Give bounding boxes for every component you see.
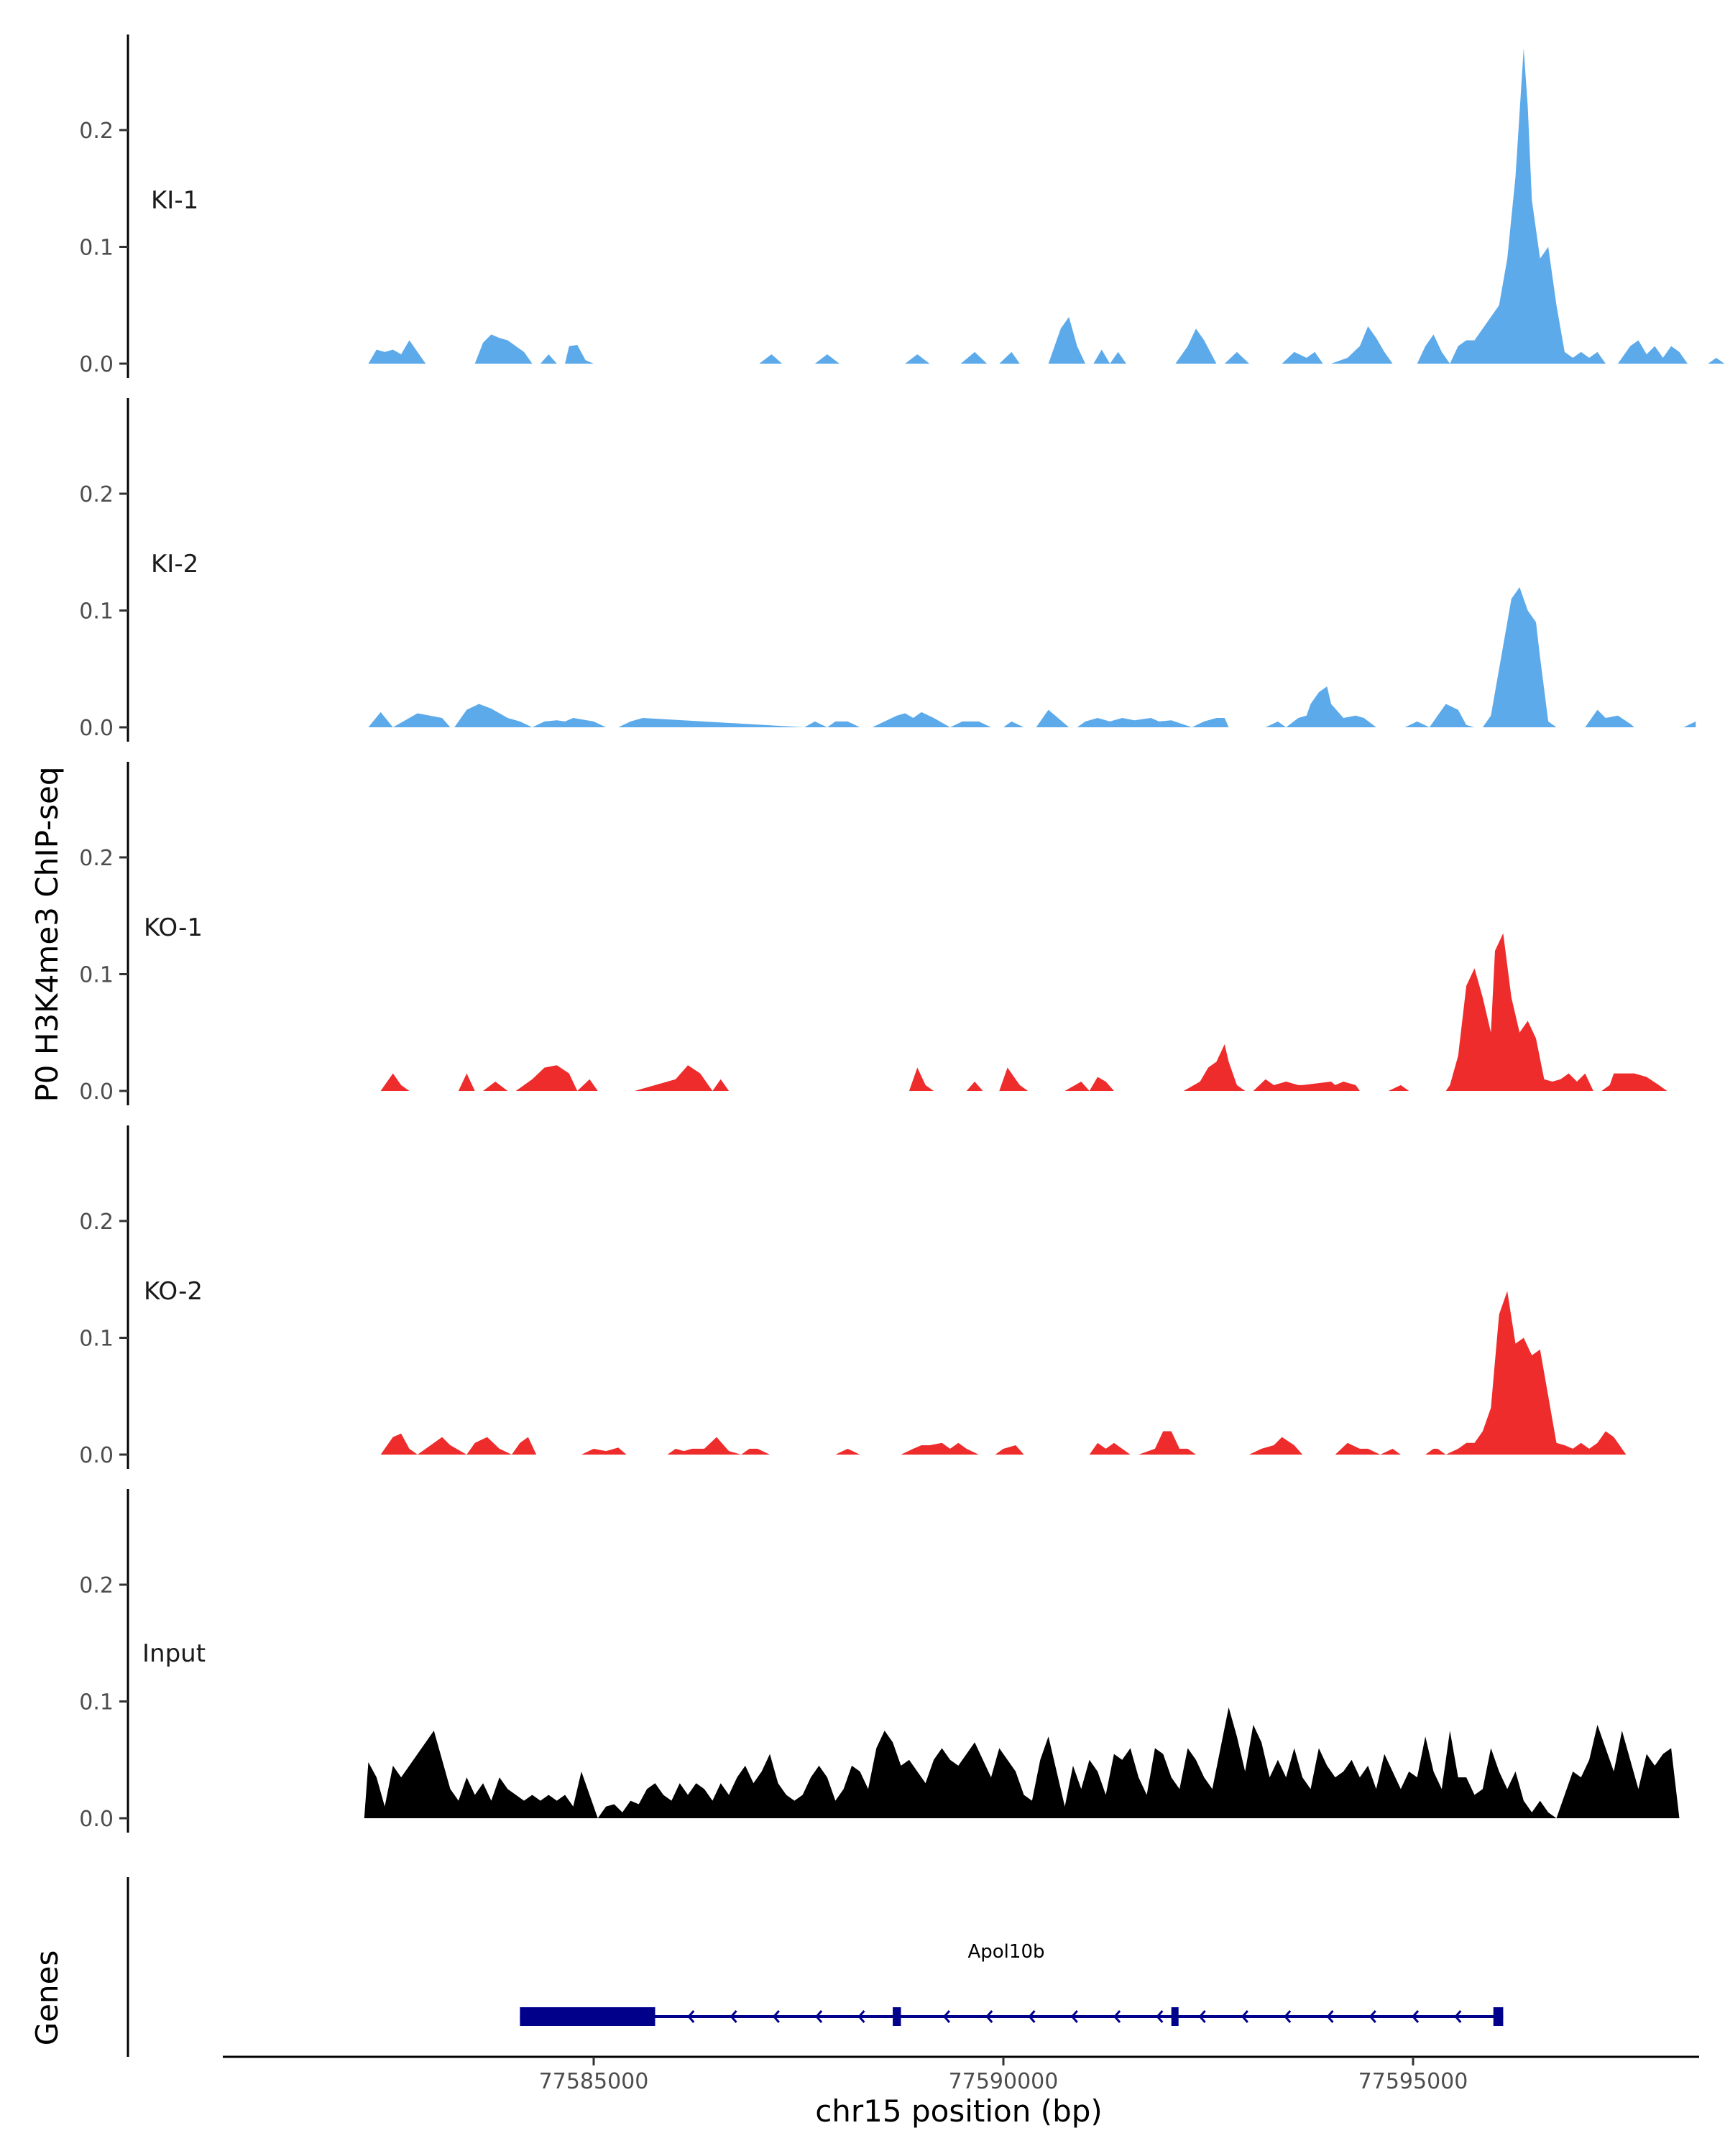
strand-arrow (857, 2010, 865, 2023)
strand-arrow (1070, 2010, 1078, 2023)
y-tick-label: 0.0 (79, 352, 114, 377)
y-tick-label: 0.0 (79, 1079, 114, 1105)
y-tick-label: 0.0 (79, 1807, 114, 1832)
signal-area-input (364, 1707, 1680, 1818)
strand-arrow (985, 2010, 993, 2023)
track-input: 0.0 0.1 0.2 Input (79, 1489, 1680, 1833)
track-label-input: Input (142, 1639, 206, 1668)
y-tick-label: 0.2 (79, 1210, 114, 1235)
tracks-layer: 0.00.10.2KI-10.00.10.2KI-20.00.10.2KO-10… (79, 34, 1725, 1833)
x-axis: 77585000 77590000 77595000 (223, 2055, 1699, 2094)
gene-exon (520, 2007, 656, 2026)
strand-arrow (942, 2010, 951, 2023)
strand-arrow (1241, 2010, 1249, 2023)
strand-arrow (1198, 2010, 1206, 2023)
x-tick-label: 77585000 (539, 2069, 649, 2094)
track-ko-1: 0.0 0.1 0.2 KO-1 (79, 762, 1680, 1105)
track-ko-2: 0.0 0.1 0.2 KO-2 (79, 1125, 1651, 1469)
y-tick-label: 0.1 (79, 963, 114, 988)
y-tick-label: 0.2 (79, 119, 114, 144)
y-tick-label: 0.2 (79, 846, 114, 871)
gene-exon (893, 2007, 901, 2026)
gene-name-label: Apol10b (967, 1941, 1044, 1963)
y-axis-title: P0 H3K4me3 ChIP-seq (29, 766, 65, 1102)
genes-axis-title: Genes (29, 1950, 65, 2046)
strand-arrow (730, 2010, 737, 2023)
track-label-ko-2: KO-2 (144, 1277, 203, 1306)
x-axis-title: chr15 position (bp) (815, 2093, 1103, 2129)
y-tick-label: 0.1 (79, 1690, 114, 1715)
strand-arrow (1028, 2010, 1036, 2023)
strand-arrow (1368, 2010, 1376, 2023)
track-label-ki-2: KI-2 (151, 550, 198, 579)
y-tick-label: 0.1 (79, 599, 114, 625)
track-label-ko-1: KO-1 (144, 913, 203, 942)
x-tick-label: 77590000 (949, 2069, 1059, 2094)
x-tick-label: 77595000 (1358, 2069, 1468, 2094)
y-tick-label: 0.2 (79, 482, 114, 507)
track-ki-2: 0.0 0.1 0.2 KI-2 (79, 398, 1696, 742)
strand-arrow (772, 2010, 780, 2023)
strand-arrow (815, 2010, 823, 2023)
track-ki-1: 0.0 0.1 0.2 KI-1 (79, 34, 1725, 378)
y-tick-label: 0.1 (79, 1327, 114, 1352)
strand-arrow (1284, 2010, 1292, 2023)
y-tick-label: 0.0 (79, 1443, 114, 1468)
strand-arrow (1454, 2010, 1462, 2023)
strand-arrow (687, 2010, 695, 2023)
strand-arrow (1113, 2010, 1121, 2023)
genes-track: Apol10b (126, 1877, 1504, 2057)
strand-arrow (1156, 2010, 1164, 2023)
y-tick-label: 0.1 (79, 236, 114, 261)
gene-exon (1171, 2007, 1179, 2026)
signal-area-ko-2 (380, 1291, 1651, 1455)
strand-arrow (1412, 2010, 1420, 2023)
strand-arrow (1326, 2010, 1334, 2023)
track-label-ki-1: KI-1 (151, 186, 198, 215)
gene-exon (1493, 2007, 1504, 2026)
y-tick-label: 0.0 (79, 716, 114, 741)
y-tick-label: 0.2 (79, 1573, 114, 1598)
